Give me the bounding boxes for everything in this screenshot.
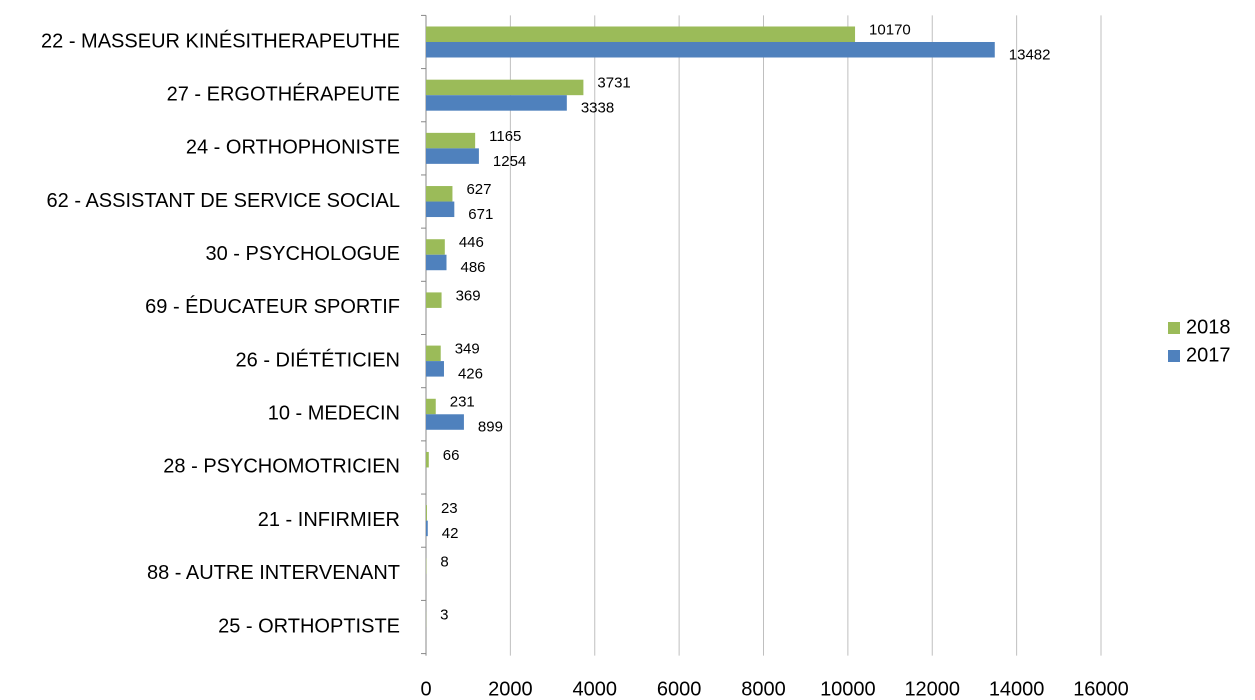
value-label: 3 xyxy=(440,606,448,623)
value-label: 349 xyxy=(455,341,480,358)
y-tick-label: 28 - PSYCHOMOTRICIEN xyxy=(163,456,400,478)
bar xyxy=(426,292,442,308)
x-tick-label: 0 xyxy=(420,678,431,700)
bar xyxy=(426,95,567,111)
bar xyxy=(426,361,444,377)
value-label: 899 xyxy=(478,419,503,436)
bar xyxy=(426,345,441,362)
y-tick-label: 30 - PSYCHOLOGUE xyxy=(205,243,400,265)
x-tick-label: 6000 xyxy=(657,678,702,700)
legend-swatch xyxy=(1168,322,1180,334)
x-tick-label: 16000 xyxy=(1073,678,1129,700)
x-tick-label: 10000 xyxy=(820,678,876,700)
value-label: 23 xyxy=(441,500,458,517)
value-label: 3731 xyxy=(597,75,630,92)
bar xyxy=(426,414,464,430)
legend-swatch xyxy=(1168,350,1180,362)
y-tick-label: 22 - MASSEUR KINÉSITHERAPEUTHE xyxy=(41,29,400,52)
y-tick-label: 10 - MEDECIN xyxy=(268,403,400,425)
y-tick-label: 62 - ASSISTANT DE SERVICE SOCIAL xyxy=(47,190,400,212)
bar xyxy=(426,398,436,415)
bar xyxy=(426,148,479,164)
x-tick-label: 12000 xyxy=(904,678,960,700)
bar xyxy=(426,186,453,202)
y-tick-label: 26 - DIÉTÉTICIEN xyxy=(236,348,400,371)
value-label: 8 xyxy=(440,553,448,570)
y-tick-label: 21 - INFIRMIER xyxy=(258,509,400,531)
value-label: 231 xyxy=(450,394,475,411)
value-label: 627 xyxy=(466,181,491,198)
y-tick-label: 27 - ERGOTHÉRAPEUTE xyxy=(167,82,400,105)
legend-label: 2018 xyxy=(1186,316,1231,338)
bar xyxy=(426,41,995,58)
bar xyxy=(426,201,455,218)
y-tick-label: 69 - ÉDUCATEUR SPORTIF xyxy=(145,295,400,318)
value-label: 446 xyxy=(459,234,484,251)
value-label: 42 xyxy=(442,525,459,542)
value-label: 426 xyxy=(458,366,483,383)
bar xyxy=(426,239,445,255)
bar xyxy=(426,520,428,537)
y-tick-label: 88 - AUTRE INTERVENANT xyxy=(147,562,400,584)
x-tick-label: 4000 xyxy=(573,678,618,700)
bar xyxy=(426,79,584,96)
value-label: 10170 xyxy=(869,21,911,38)
value-label: 671 xyxy=(468,206,493,223)
bar xyxy=(426,505,427,521)
legend-label: 2017 xyxy=(1186,344,1231,366)
value-label: 66 xyxy=(443,447,460,464)
value-label: 369 xyxy=(456,287,481,304)
value-label: 1254 xyxy=(493,153,526,170)
bar xyxy=(426,132,476,149)
value-label: 486 xyxy=(461,259,486,276)
value-label: 3338 xyxy=(581,100,614,117)
y-tick-label: 25 - ORTHOPTISTE xyxy=(218,615,400,637)
y-tick-label: 24 - ORTHOPHONISTE xyxy=(186,137,400,159)
bar xyxy=(426,451,429,468)
value-label: 1165 xyxy=(489,128,521,145)
x-tick-label: 8000 xyxy=(741,678,786,700)
value-label: 13482 xyxy=(1009,46,1051,63)
bar xyxy=(426,26,856,42)
bar xyxy=(426,254,447,271)
x-tick-label: 2000 xyxy=(488,678,533,700)
x-tick-label: 14000 xyxy=(989,678,1045,700)
